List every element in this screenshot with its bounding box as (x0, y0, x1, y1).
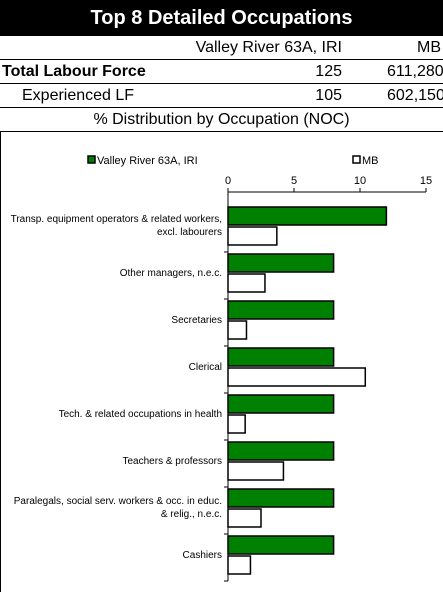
column-header: Valley River 63A, IRI (195, 39, 342, 56)
bar (227, 414, 246, 434)
y-tick-label: Tech. & related occupations in health (58, 408, 222, 420)
bar (227, 394, 335, 414)
y-tick-label: Cashiers (182, 549, 222, 561)
title: Top 8 Detailed Occupations (0, 0, 443, 36)
section-title: % Distribution by Occupation (NOC) (93, 111, 350, 128)
y-tick-label: Secretaries (171, 314, 222, 326)
legend-label: MB (362, 155, 379, 167)
row-label: Total Labour Force (2, 63, 146, 80)
bar (227, 555, 252, 575)
y-tick-label: Clerical (188, 361, 222, 373)
bar (227, 320, 248, 340)
table-row: Experienced LF 105 602,150 (0, 84, 443, 108)
row-label: Experienced LF (22, 87, 135, 104)
x-tick-label: 5 (291, 175, 297, 187)
y-tick-label: Other managers, n.e.c. (119, 267, 222, 279)
bar (227, 300, 335, 320)
legend-label: Valley River 63A, IRI (97, 155, 198, 167)
bar (227, 508, 262, 528)
cell: 611,280 (387, 63, 443, 80)
bar (227, 441, 335, 461)
bar (227, 206, 388, 226)
y-tick-label: Transp. equipment operators & related wo… (10, 214, 222, 238)
cell: 125 (315, 63, 342, 80)
chart: Valley River 63A, IRI MB 0 5 10 15 (0, 132, 432, 592)
cell: 105 (315, 87, 342, 104)
column-header: MB (417, 39, 441, 56)
cell: 602,150 (387, 87, 443, 104)
x-tick-label: 0 (225, 175, 231, 187)
table-row: Total Labour Force 125 611,280 (0, 60, 443, 84)
bar (227, 226, 278, 246)
section-row: % Distribution by Occupation (NOC) (0, 108, 443, 132)
x-tick-label: 10 (354, 175, 366, 187)
y-tick-label: Paralegals, social serv. workers & occ. … (13, 496, 222, 520)
bar (227, 273, 266, 293)
bar (227, 535, 335, 555)
x-tick-label: 15 (420, 175, 432, 187)
bar (227, 253, 335, 273)
bar (227, 367, 367, 387)
legend-swatch (352, 155, 361, 164)
bar (227, 488, 335, 508)
bar (227, 347, 335, 367)
bar (227, 461, 285, 481)
y-tick-label: Teachers & professors (122, 455, 223, 467)
legend-swatch (87, 155, 96, 164)
column-header-row: Valley River 63A, IRI MB (0, 36, 443, 60)
